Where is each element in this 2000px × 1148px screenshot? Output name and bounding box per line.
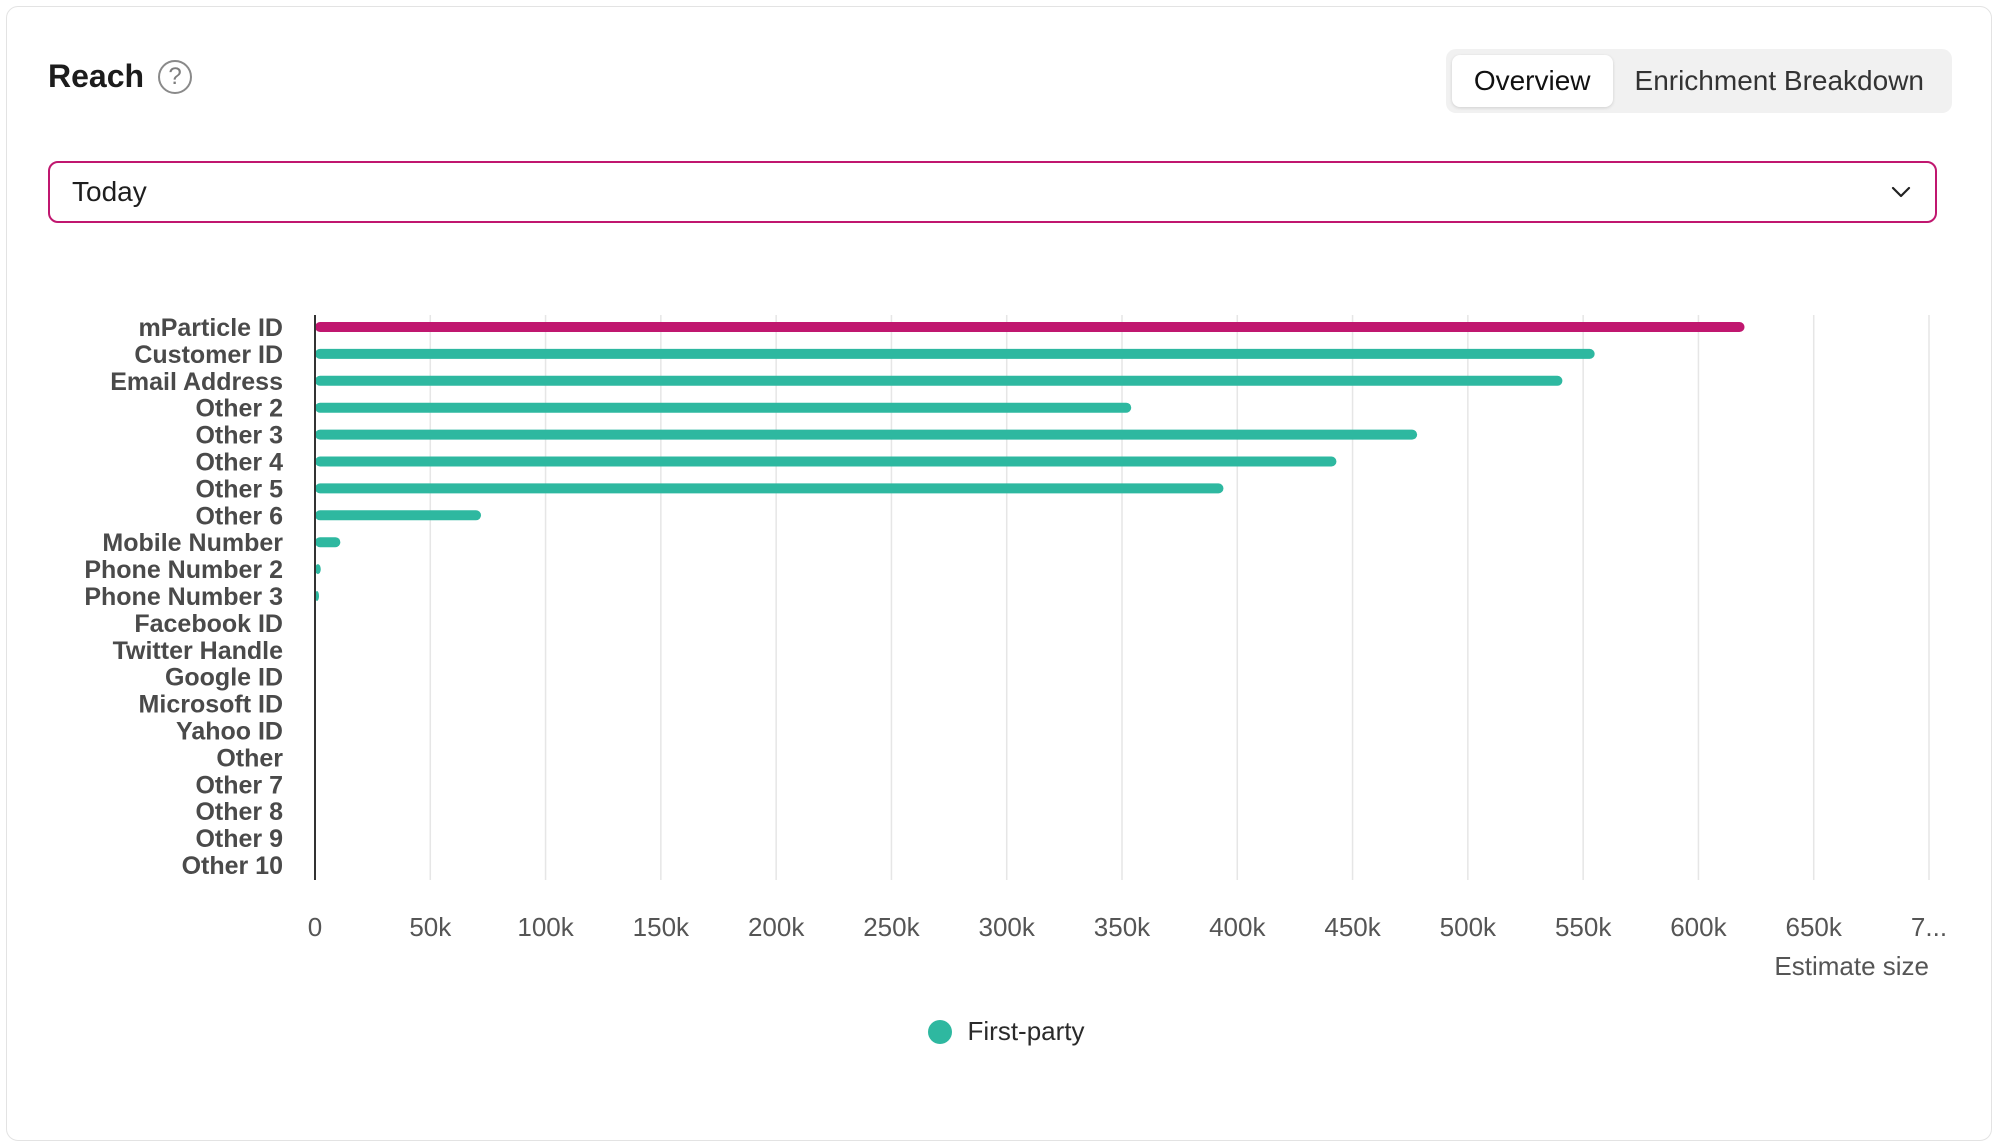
- category-label: Other 7: [195, 771, 283, 799]
- x-tick-label: 550k: [1555, 912, 1612, 942]
- x-tick-label: 250k: [863, 912, 920, 942]
- bar[interactable]: [315, 402, 1132, 413]
- card-header: Reach ?: [48, 58, 193, 95]
- legend-label: First-party: [967, 1016, 1085, 1046]
- category-label: Other 6: [195, 502, 283, 530]
- x-axis-label: Estimate size: [1774, 951, 1929, 981]
- x-tick-label: 650k: [1786, 912, 1843, 942]
- question-circle-icon[interactable]: ?: [158, 59, 193, 94]
- x-tick-label: 600k: [1670, 912, 1727, 942]
- bars: [315, 322, 1745, 601]
- x-tick-label: 350k: [1094, 912, 1151, 942]
- category-label: Other 10: [182, 852, 283, 880]
- category-label: Mobile Number: [102, 529, 283, 557]
- x-tick-label: 300k: [979, 912, 1036, 942]
- category-label: Other 5: [195, 475, 283, 503]
- reach-card: [6, 6, 1992, 1141]
- view-tabs: Overview Enrichment Breakdown: [1445, 49, 1952, 113]
- category-label: Other 3: [195, 422, 283, 450]
- category-label: Twitter Handle: [113, 637, 283, 665]
- category-label: Google ID: [165, 664, 283, 692]
- bar[interactable]: [315, 322, 1745, 332]
- category-label: Other 9: [195, 825, 283, 853]
- bar[interactable]: [315, 483, 1224, 494]
- x-tick-label: 7...: [1911, 912, 1947, 942]
- x-tick-labels: 0 50k 100k 150k 200k 250k 300k 350k 400k 450k 500k…: [308, 912, 1947, 942]
- bar[interactable]: [315, 510, 482, 521]
- tab-enrichment-breakdown[interactable]: Enrichment Breakdown: [1634, 65, 1924, 96]
- category-label: Customer ID: [134, 341, 283, 369]
- category-label: Microsoft ID: [139, 691, 283, 719]
- tab-overview[interactable]: Overview: [1451, 55, 1613, 107]
- category-label: Facebook ID: [134, 610, 283, 638]
- date-range-select[interactable]: Today: [48, 161, 1937, 223]
- x-tick-label: 450k: [1324, 912, 1381, 942]
- bar[interactable]: [315, 348, 1595, 359]
- category-label: Yahoo ID: [176, 718, 283, 746]
- bar[interactable]: [315, 537, 341, 548]
- x-tick-label: 400k: [1209, 912, 1266, 942]
- x-tick-label: 500k: [1440, 912, 1497, 942]
- bar[interactable]: [315, 375, 1563, 386]
- category-label: Other 8: [195, 798, 283, 826]
- bar[interactable]: [315, 429, 1418, 440]
- chevron-down-icon: [1891, 186, 1911, 198]
- x-tick-label: 200k: [748, 912, 805, 942]
- category-label: mParticle ID: [138, 314, 283, 342]
- bar[interactable]: [315, 456, 1337, 467]
- grid-lines: [429, 315, 1930, 880]
- x-tick-label: 0: [308, 912, 322, 942]
- category-label: Email Address: [110, 368, 283, 396]
- category-label: Other 2: [195, 395, 283, 423]
- legend-swatch: [927, 1019, 952, 1044]
- x-tick-label: 150k: [633, 912, 690, 942]
- category-label: Phone Number 3: [84, 583, 283, 611]
- legend-item-first-party[interactable]: First-party: [927, 1016, 1085, 1047]
- category-label: Other: [216, 744, 283, 772]
- x-tick-label: 100k: [517, 912, 574, 942]
- date-range-value: Today: [72, 176, 147, 207]
- category-label: Other 4: [195, 449, 283, 477]
- x-tick-label: 50k: [409, 912, 452, 942]
- card-title: Reach: [48, 58, 145, 94]
- chart-legend: First-party: [0, 1016, 2000, 1047]
- bar[interactable]: [315, 564, 321, 575]
- category-label: Phone Number 2: [84, 556, 283, 584]
